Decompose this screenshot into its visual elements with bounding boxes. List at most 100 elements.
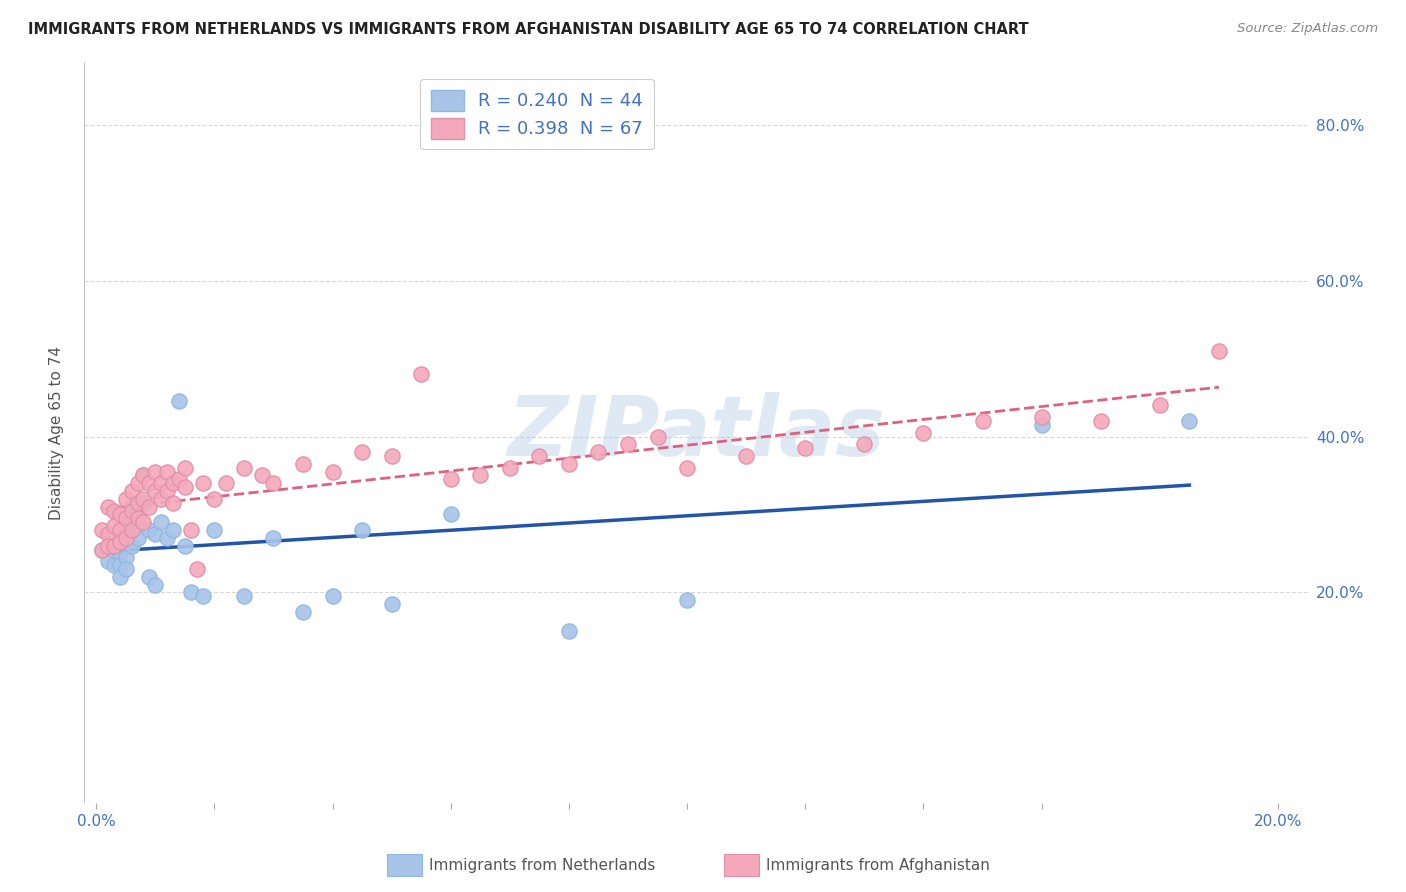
Point xyxy=(202,523,225,537)
Point xyxy=(1031,410,1053,425)
Point xyxy=(127,511,149,525)
Text: Immigrants from Netherlands: Immigrants from Netherlands xyxy=(429,858,655,872)
Point xyxy=(352,445,374,459)
Point xyxy=(127,531,149,545)
Point xyxy=(912,425,935,440)
Point xyxy=(103,542,125,557)
Point xyxy=(617,437,640,451)
Point xyxy=(558,457,581,471)
Point xyxy=(121,484,143,499)
Point xyxy=(853,437,876,451)
Point xyxy=(180,585,202,599)
Point xyxy=(676,593,699,607)
Point xyxy=(127,511,149,525)
Point xyxy=(162,496,184,510)
Point xyxy=(150,515,173,529)
Point xyxy=(138,570,160,584)
Point xyxy=(215,476,238,491)
Point xyxy=(352,523,374,537)
Point xyxy=(97,539,120,553)
Text: Immigrants from Afghanistan: Immigrants from Afghanistan xyxy=(766,858,990,872)
Point xyxy=(558,624,581,639)
Point xyxy=(127,476,149,491)
Point xyxy=(162,476,184,491)
Point xyxy=(1208,343,1230,358)
Point xyxy=(156,484,179,499)
Point xyxy=(180,523,202,537)
Point xyxy=(121,523,143,537)
Point xyxy=(250,468,273,483)
Point xyxy=(103,519,125,533)
Point xyxy=(156,531,179,545)
Point xyxy=(322,589,344,603)
Point xyxy=(132,515,155,529)
Point xyxy=(114,550,136,565)
Point xyxy=(143,465,166,479)
Point xyxy=(1149,398,1171,412)
Point xyxy=(647,429,669,443)
Point xyxy=(108,570,131,584)
Point xyxy=(292,605,315,619)
Point xyxy=(232,589,254,603)
Point xyxy=(470,468,492,483)
Point xyxy=(108,558,131,573)
Point xyxy=(132,468,155,483)
Point xyxy=(191,589,214,603)
Point xyxy=(97,539,120,553)
Point xyxy=(114,562,136,576)
Point xyxy=(103,503,125,517)
Text: ZIPatlas: ZIPatlas xyxy=(508,392,884,473)
Point xyxy=(676,460,699,475)
Point xyxy=(143,527,166,541)
Point xyxy=(138,500,160,514)
Point xyxy=(381,597,404,611)
Point xyxy=(103,558,125,573)
Point xyxy=(114,491,136,506)
Point xyxy=(97,527,120,541)
Point xyxy=(121,519,143,533)
Point xyxy=(499,460,522,475)
Point xyxy=(108,546,131,560)
Point xyxy=(1178,414,1201,428)
Point xyxy=(97,500,120,514)
Point xyxy=(143,577,166,591)
Point xyxy=(150,476,173,491)
Point xyxy=(735,449,758,463)
Point xyxy=(132,491,155,506)
Point xyxy=(972,414,994,428)
Text: IMMIGRANTS FROM NETHERLANDS VS IMMIGRANTS FROM AFGHANISTAN DISABILITY AGE 65 TO : IMMIGRANTS FROM NETHERLANDS VS IMMIGRANT… xyxy=(28,22,1029,37)
Point xyxy=(794,441,817,455)
Point xyxy=(440,508,463,522)
Point xyxy=(440,472,463,486)
Point xyxy=(121,500,143,514)
Point xyxy=(138,476,160,491)
Point xyxy=(121,539,143,553)
Point xyxy=(167,394,190,409)
Point xyxy=(127,496,149,510)
Point xyxy=(108,531,131,545)
Point xyxy=(588,445,610,459)
Point xyxy=(162,523,184,537)
Point xyxy=(186,562,208,576)
Point xyxy=(232,460,254,475)
Point xyxy=(91,542,114,557)
Point xyxy=(173,539,195,553)
Point xyxy=(262,476,284,491)
Point xyxy=(322,465,344,479)
Point xyxy=(91,542,114,557)
Y-axis label: Disability Age 65 to 74: Disability Age 65 to 74 xyxy=(49,345,63,520)
Point xyxy=(132,496,155,510)
Point xyxy=(143,484,166,499)
Point xyxy=(1031,417,1053,432)
Point xyxy=(191,476,214,491)
Point xyxy=(138,523,160,537)
Point xyxy=(114,515,136,529)
Point xyxy=(91,523,114,537)
Point xyxy=(114,534,136,549)
Point xyxy=(173,480,195,494)
Point xyxy=(381,449,404,463)
Point xyxy=(103,539,125,553)
Point xyxy=(292,457,315,471)
Point xyxy=(97,554,120,568)
Point xyxy=(108,534,131,549)
